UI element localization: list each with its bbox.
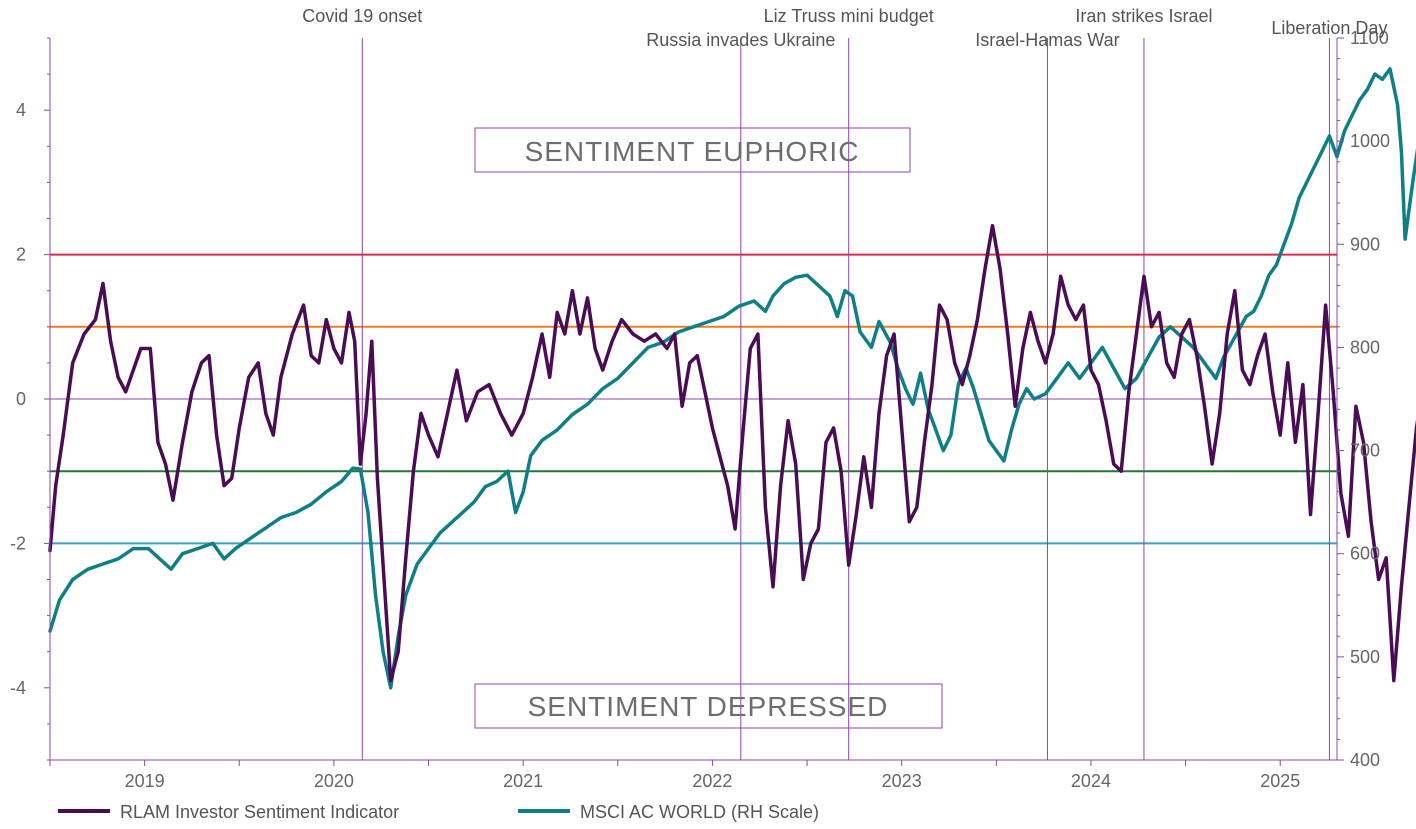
- left-tick-label-0: -4: [10, 678, 26, 698]
- series-line-0: [48, 223, 1416, 683]
- event-label-1: Russia invades Ukraine: [646, 30, 835, 50]
- euphoric-label-box: [474, 127, 911, 173]
- x-tick-label-1: 2020: [314, 771, 354, 791]
- event-label-0: Covid 19 onset: [302, 6, 422, 26]
- right-tick-label-0: 400: [1350, 750, 1380, 770]
- x-tick-label-6: 2025: [1260, 771, 1300, 791]
- right-tick-label-1: 500: [1350, 647, 1380, 667]
- event-label-2: Liz Truss mini budget: [764, 6, 934, 26]
- event-labels: Covid 19 onset Russia invades Ukraine Liz …: [302, 6, 1387, 50]
- left-tick-label-3: 2: [16, 245, 26, 265]
- series-line-1: [48, 67, 1416, 690]
- x-tick-label-4: 2023: [882, 771, 922, 791]
- x-tick-label-3: 2022: [692, 771, 732, 791]
- left-tick-label-2: 0: [16, 389, 26, 409]
- depressed-label-box: [474, 683, 943, 729]
- right-tick-label-7: 1100: [1350, 28, 1389, 48]
- event-label-5: Liberation Day: [1271, 18, 1387, 38]
- x-tick-label-2: 2021: [503, 771, 543, 791]
- right-tick-label-3: 700: [1350, 441, 1380, 461]
- left-tick-label-1: -2: [10, 533, 26, 553]
- right-tick-label-6: 1000: [1350, 131, 1390, 151]
- euphoric-label: SENTIMENT EUPHORIC: [525, 136, 860, 167]
- event-label-4: Iran strikes Israel: [1075, 6, 1212, 26]
- x-tick-label-5: 2024: [1071, 771, 1111, 791]
- axes: -4 -2 0 2 4 400 500 600 700 800 900 1000 1100 2019 202…: [10, 28, 1390, 791]
- right-tick-label-2: 600: [1350, 544, 1380, 564]
- legend: RLAM Investor Sentiment Indicator MSCI A…: [58, 802, 819, 822]
- legend-label-msci: MSCI AC WORLD (RH Scale): [580, 802, 819, 822]
- event-label-3: Israel-Hamas War: [975, 30, 1119, 50]
- right-tick-label-4: 800: [1350, 337, 1380, 357]
- x-tick-label-0: 2019: [125, 771, 165, 791]
- series-layer: [48, 67, 1416, 690]
- legend-label-sentiment: RLAM Investor Sentiment Indicator: [120, 802, 399, 822]
- event-lines: [361, 38, 1330, 760]
- depressed-label: SENTIMENT DEPRESSED: [528, 691, 889, 722]
- right-tick-label-5: 900: [1350, 234, 1380, 254]
- left-tick-label-4: 4: [16, 100, 26, 120]
